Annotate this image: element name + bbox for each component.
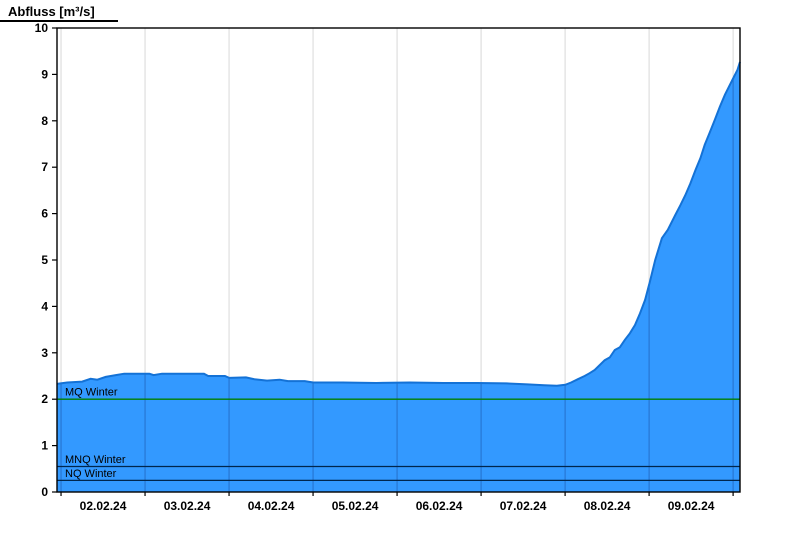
x-tick-label: 03.02.24 <box>164 499 211 513</box>
y-tick-label: 1 <box>41 439 48 453</box>
discharge-line <box>56 61 741 387</box>
x-tick-label: 04.02.24 <box>248 499 295 513</box>
title-rule <box>0 20 118 22</box>
y-tick-label: 10 <box>35 21 49 35</box>
ref-label-mnq-winter: MNQ Winter <box>65 454 126 466</box>
y-tick-label: 8 <box>41 114 48 128</box>
y-tick-label: 3 <box>41 346 48 360</box>
ref-label-mq-winter: MQ Winter <box>65 387 118 399</box>
x-tick-label: 02.02.24 <box>80 499 127 513</box>
y-tick-label: 4 <box>41 299 48 313</box>
y-tick-label: 2 <box>41 392 48 406</box>
ref-label-nq-winter: NQ Winter <box>65 468 117 480</box>
discharge-area <box>57 61 740 493</box>
chart-title: Abfluss [m³/s] <box>8 4 95 19</box>
x-tick-label: 06.02.24 <box>416 499 463 513</box>
y-tick-label: 7 <box>41 160 48 174</box>
y-tick-label: 0 <box>41 485 48 499</box>
x-tick-label: 08.02.24 <box>584 499 631 513</box>
x-tick-label: 07.02.24 <box>500 499 547 513</box>
y-tick-label: 6 <box>41 207 48 221</box>
plot-frame <box>56 27 741 493</box>
x-tick-label: 05.02.24 <box>332 499 379 513</box>
y-tick-label: 9 <box>41 67 48 81</box>
x-tick-label: 09.02.24 <box>668 499 715 513</box>
y-tick-label: 5 <box>41 253 48 267</box>
